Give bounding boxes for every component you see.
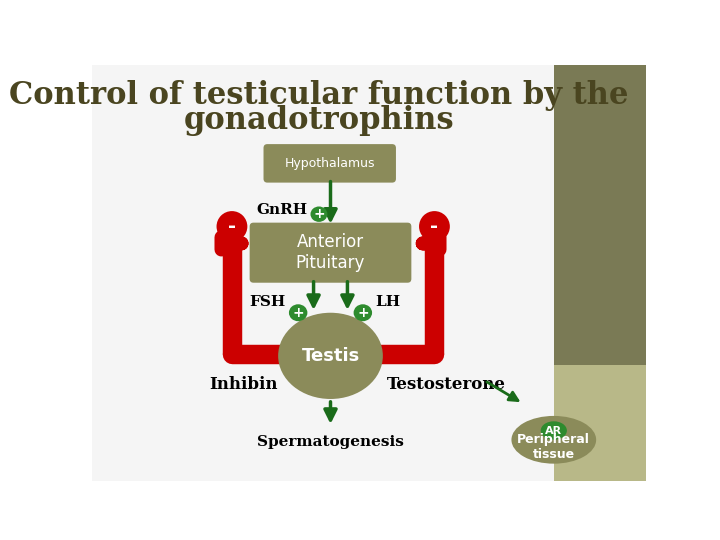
Text: +: +	[292, 306, 304, 320]
Text: +: +	[313, 207, 325, 221]
Text: Spermatogenesis: Spermatogenesis	[257, 435, 404, 449]
FancyBboxPatch shape	[250, 222, 411, 283]
Text: -: -	[228, 217, 236, 236]
Ellipse shape	[511, 416, 596, 464]
Ellipse shape	[310, 206, 328, 222]
Text: Hypothalamus: Hypothalamus	[285, 157, 376, 170]
Ellipse shape	[278, 313, 383, 399]
FancyBboxPatch shape	[264, 144, 396, 183]
Text: Testosterone: Testosterone	[387, 376, 505, 393]
Text: gonadotrophins: gonadotrophins	[184, 105, 454, 136]
Text: Peripheral
tissue: Peripheral tissue	[518, 434, 590, 462]
Text: GnRH: GnRH	[256, 202, 307, 217]
Ellipse shape	[419, 211, 450, 242]
Ellipse shape	[354, 304, 372, 321]
Bar	[550, 365, 647, 481]
Text: FSH: FSH	[250, 295, 286, 309]
Ellipse shape	[541, 421, 567, 440]
Text: AR: AR	[545, 426, 562, 436]
Text: Control of testicular function by the: Control of testicular function by the	[9, 80, 629, 111]
Text: Inhibin: Inhibin	[210, 376, 278, 393]
Text: -: -	[431, 217, 438, 236]
Text: Anterior
Pituitary: Anterior Pituitary	[296, 233, 365, 272]
Text: LH: LH	[375, 295, 400, 309]
Bar	[92, 65, 554, 481]
Text: Testis: Testis	[302, 347, 359, 365]
Ellipse shape	[289, 304, 307, 321]
Ellipse shape	[217, 211, 248, 242]
Text: +: +	[357, 306, 369, 320]
Bar	[550, 65, 647, 481]
